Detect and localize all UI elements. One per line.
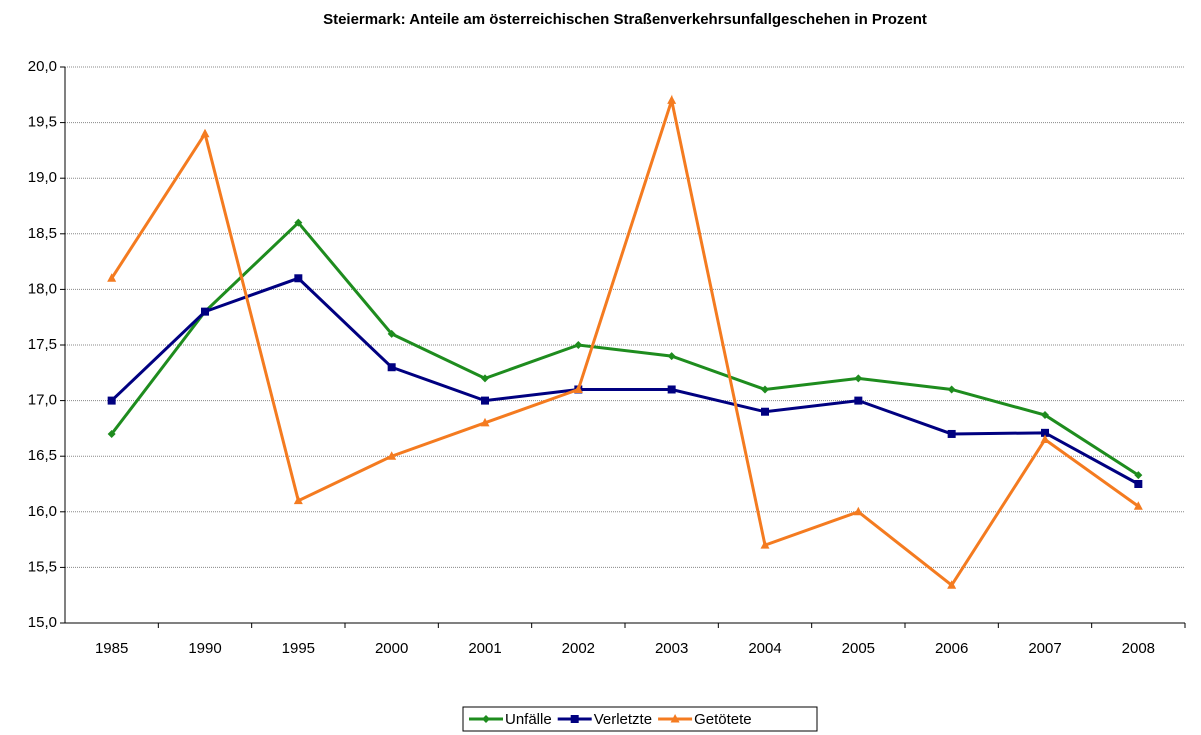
marker [293, 495, 303, 505]
legend-box [462, 706, 818, 732]
marker [947, 580, 957, 589]
x-tick-label: 2000 [375, 640, 408, 657]
legend-label: Getötete [694, 711, 752, 728]
chart-title: Steiermark: Anteile am österreichischen … [323, 11, 927, 28]
x-tick-label: 2006 [935, 640, 968, 657]
series-line [110, 276, 1140, 486]
marker [670, 714, 680, 723]
marker [947, 429, 956, 438]
marker [761, 407, 769, 416]
marker [1041, 411, 1049, 420]
marker [760, 540, 770, 549]
y-tick-label: 18,0 [28, 280, 57, 297]
marker [387, 329, 396, 338]
marker [854, 374, 863, 383]
marker [294, 218, 303, 227]
marker [481, 374, 489, 383]
x-tick-label: 2008 [1122, 640, 1155, 657]
marker [761, 385, 769, 394]
x-tick-label: 1985 [95, 640, 128, 657]
marker [482, 715, 490, 723]
marker [481, 396, 489, 405]
y-tick-label: 18,5 [28, 225, 57, 242]
marker [1133, 501, 1143, 510]
y-tick-label: 16,5 [28, 447, 57, 464]
marker [570, 715, 579, 723]
legend-label: Unfälle [505, 711, 552, 728]
y-tick-label: 16,0 [28, 503, 57, 520]
marker [107, 273, 117, 282]
marker [1134, 480, 1143, 488]
marker [200, 128, 210, 138]
y-tick-label: 20,0 [28, 58, 57, 75]
x-tick-label: 2007 [1028, 640, 1061, 657]
marker [387, 363, 396, 372]
marker [107, 429, 116, 438]
x-tick-label: 2001 [468, 640, 501, 657]
x-tick-label: 1990 [188, 640, 221, 657]
x-tick-label: 2003 [655, 640, 688, 657]
marker [574, 341, 583, 349]
marker [947, 385, 956, 394]
marker [201, 307, 209, 316]
marker [107, 396, 116, 405]
marker [573, 384, 583, 393]
marker [480, 417, 490, 427]
marker [853, 506, 863, 516]
marker [1041, 428, 1049, 437]
legend-label: Verletzte [594, 711, 652, 728]
series-line [110, 94, 1140, 588]
y-tick-label: 15,0 [28, 614, 57, 631]
marker [387, 451, 397, 460]
marker [667, 352, 676, 361]
x-tick-label: 1995 [282, 640, 315, 657]
x-tick-label: 2004 [748, 640, 781, 657]
y-tick-label: 17,5 [28, 336, 57, 353]
y-tick-label: 19,0 [28, 169, 57, 186]
marker [667, 385, 676, 394]
y-tick-label: 19,5 [28, 114, 57, 131]
marker [1134, 471, 1143, 480]
marker [1040, 434, 1050, 444]
x-tick-label: 2005 [842, 640, 875, 657]
y-tick-label: 15,5 [28, 558, 57, 575]
series-line [110, 220, 1140, 477]
marker [294, 274, 303, 283]
y-tick-label: 17,0 [28, 392, 57, 409]
x-tick-label: 2002 [562, 640, 595, 657]
marker [854, 396, 863, 405]
marker [667, 95, 677, 104]
